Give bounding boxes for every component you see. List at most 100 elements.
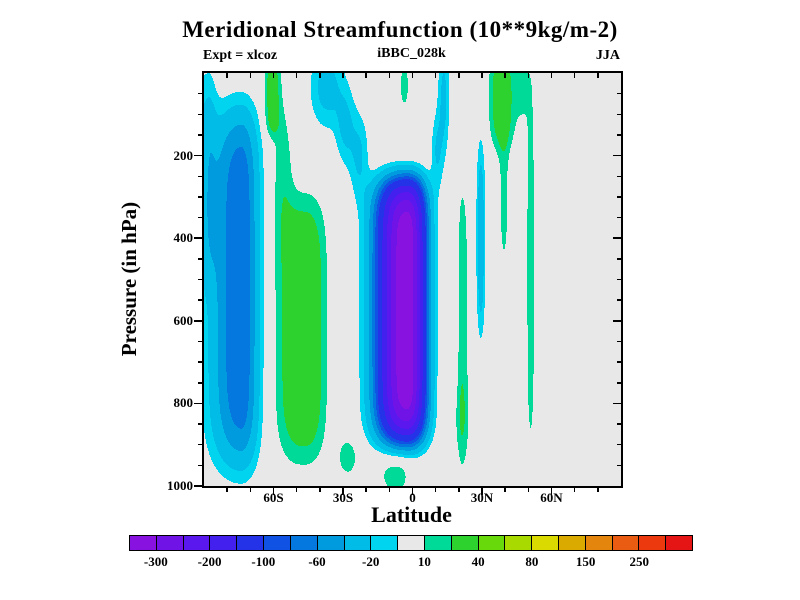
axis-tick	[365, 488, 367, 492]
axis-tick	[198, 299, 202, 301]
axis-tick	[617, 423, 621, 425]
axis-tick	[617, 278, 621, 281]
axis-tick	[597, 488, 599, 492]
axis-tick	[617, 361, 621, 363]
contour-field	[204, 73, 621, 486]
colorbar-segment	[398, 536, 425, 550]
axis-tick	[272, 73, 275, 78]
y-tick-label: 400	[173, 230, 194, 246]
colorbar-segment	[344, 536, 372, 550]
axis-tick	[342, 73, 344, 78]
axis-tick	[573, 488, 576, 492]
colorbar-segment	[532, 536, 559, 550]
axis-tick	[613, 402, 621, 405]
axis-tick	[198, 175, 202, 177]
colorbar-segment	[371, 536, 399, 550]
colorbar-tick-label: -200	[197, 554, 222, 569]
axis-tick	[504, 488, 506, 492]
axis-tick	[194, 402, 202, 405]
colorbar-segment	[183, 536, 211, 550]
axis-tick	[617, 196, 621, 198]
axis-tick	[319, 73, 321, 78]
colorbar-segment	[424, 536, 452, 550]
axis-tick	[617, 113, 621, 116]
colorbar-segment	[666, 536, 693, 550]
axis-tick	[249, 488, 252, 492]
axis-tick	[194, 237, 202, 239]
axis-tick	[198, 340, 202, 343]
x-tick-label: 30N	[470, 490, 494, 505]
axis-tick	[365, 73, 367, 78]
axis-tick	[198, 443, 202, 446]
colorbar-segment	[290, 536, 318, 550]
colorbar-tick-label: -60	[308, 554, 326, 569]
colorbar-tick-label: -20	[362, 554, 380, 569]
axis-tick	[617, 92, 621, 95]
axis-tick	[613, 154, 621, 157]
x-tick-label: 0	[409, 490, 416, 505]
axis-tick	[388, 73, 391, 78]
axis-tick	[249, 73, 252, 78]
y-tick-label: 200	[173, 147, 194, 163]
axis-tick	[388, 488, 391, 492]
axis-tick	[194, 320, 202, 322]
x-tick-label: 60S	[263, 490, 284, 505]
axis-tick	[550, 488, 553, 495]
colorbar-segment	[237, 536, 265, 550]
axis-tick	[295, 73, 298, 78]
axis-tick	[198, 196, 202, 198]
axis-tick	[617, 443, 621, 446]
x-tick-label: 60N	[540, 490, 563, 505]
axis-tick	[342, 488, 344, 495]
axis-tick	[198, 216, 202, 219]
axis-tick	[226, 73, 228, 78]
axis-tick	[613, 320, 621, 322]
axis-tick	[434, 488, 437, 492]
axis-tick	[550, 73, 553, 78]
colorbar-tick-label: 40	[471, 554, 485, 569]
season-label: JJA	[595, 48, 620, 63]
axis-tick	[198, 361, 202, 363]
axis-tick	[319, 488, 321, 492]
axis-tick	[198, 382, 202, 384]
axis-tick	[597, 73, 599, 78]
axis-tick	[613, 237, 621, 239]
axis-tick	[411, 73, 414, 78]
axis-tick	[481, 73, 483, 78]
axis-tick	[504, 73, 506, 78]
colorbar-segment	[612, 536, 640, 550]
axis-tick	[194, 154, 202, 157]
colorbar-tick-label: -300	[143, 554, 168, 569]
colorbar-segment	[264, 536, 291, 550]
axis-tick	[617, 299, 621, 301]
experiment-label: Expt = xlcoz	[203, 48, 278, 63]
axis-tick	[226, 488, 228, 492]
axis-tick	[617, 216, 621, 219]
colorbar-segment	[505, 536, 533, 550]
colorbar-segment	[210, 536, 238, 550]
colorbar-segment	[130, 536, 157, 550]
axis-tick	[198, 464, 202, 467]
axis-tick	[198, 278, 202, 281]
axis-tick	[617, 340, 621, 343]
axis-tick	[527, 73, 530, 78]
colorbar-segment	[559, 536, 586, 550]
axis-tick	[295, 488, 298, 492]
y-tick-label: 600	[173, 312, 194, 328]
axis-tick	[198, 134, 202, 136]
colorbar-tick-label: 250	[629, 554, 650, 569]
axis-tick	[617, 464, 621, 467]
colorbar-segment	[451, 536, 479, 550]
axis-tick	[198, 258, 202, 260]
axis-tick	[458, 73, 460, 78]
axis-tick	[527, 488, 530, 492]
colorbar	[129, 535, 693, 551]
run-label: iBBC_028k	[377, 46, 446, 61]
axis-tick	[194, 485, 202, 487]
colorbar-segment	[639, 536, 667, 550]
page-title: Meridional Streamfunction (10**9kg/m-2)	[182, 17, 618, 42]
colorbar-tick-label: 80	[525, 554, 539, 569]
axis-tick	[481, 488, 483, 495]
colorbar-segment	[585, 536, 613, 550]
